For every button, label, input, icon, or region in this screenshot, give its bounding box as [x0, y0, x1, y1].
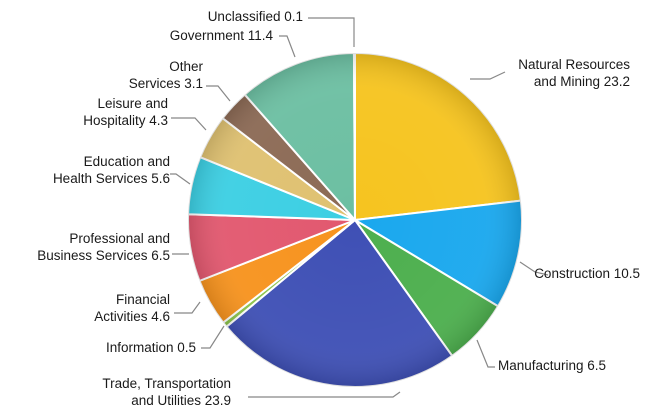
slice-label-government: Government 11.4: [170, 28, 274, 43]
leader-line-information: [201, 325, 225, 349]
slice-label-manufacturing: Manufacturing 6.5: [498, 358, 606, 373]
slice-label-information: Information 0.5: [106, 340, 196, 355]
slice-label-leisure-and-hospitality: Leisure and Hospitality 4.3: [83, 96, 168, 128]
slice-label-financial-activities: Financial Activities 4.6: [94, 292, 170, 324]
leader-lines: [170, 17, 549, 398]
slice-label-unclassified: Unclassified 0.1: [208, 9, 303, 24]
leader-line-trade-transportation-and-utilities: [248, 391, 401, 398]
slice-label-natural-resources-and-mining: Natural Resources and Mining 23.2: [518, 57, 630, 89]
leader-line-financial-activities: [174, 301, 201, 314]
pie-slice-natural-resources-and-mining: [354, 52, 522, 221]
slice-label-other-services: Other Services 3.1: [129, 59, 204, 91]
leader-line-government: [279, 35, 296, 58]
leader-line-leisure-and-hospitality: [171, 117, 207, 131]
leader-line-construction: [519, 261, 549, 276]
slice-label-trade-transportation-and-utilities: Trade, Transportation and Utilities 23.9: [102, 376, 231, 408]
leader-line-unclassified: [308, 17, 355, 47]
leader-line-other-services: [206, 85, 231, 102]
pie-slice-unclassified: [352, 51, 356, 221]
leader-line-natural-resources-and-mining: [470, 71, 506, 80]
leader-line-manufacturing: [476, 339, 495, 368]
slice-labels: Natural Resources and Mining 23.2 Construc…: [37, 9, 640, 408]
slice-label-professional-and-business-services: Professional and Business Services 6.5: [37, 231, 170, 263]
leader-line-education-and-health-services: [170, 173, 191, 185]
pie-slices: [187, 51, 524, 389]
slice-label-construction: Construction 10.5: [534, 266, 640, 281]
slice-label-education-and-health-services: Education and Health Services 5.6: [53, 154, 170, 186]
